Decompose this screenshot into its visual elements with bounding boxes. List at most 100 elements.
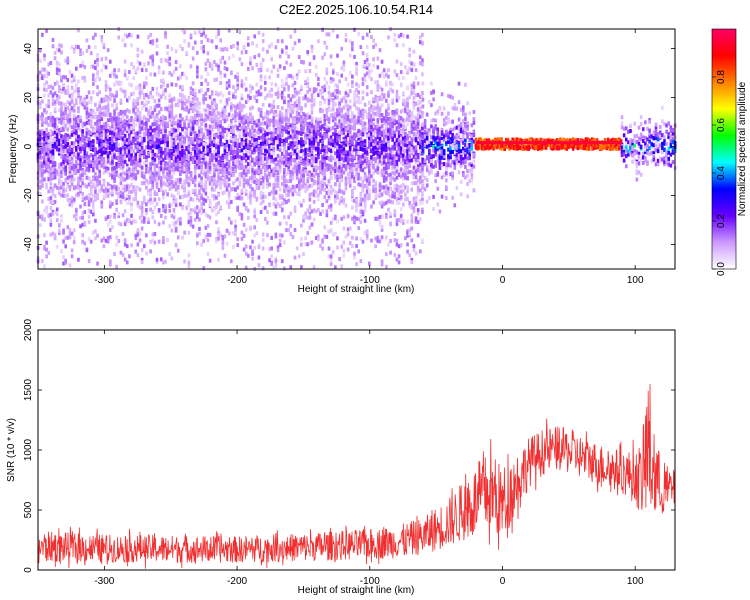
spectrogram-cell bbox=[232, 94, 235, 99]
spectrogram-cell bbox=[130, 157, 133, 162]
spectrogram-cell bbox=[115, 242, 118, 247]
spectrogram-cell bbox=[204, 168, 208, 173]
spectrogram-cell bbox=[300, 117, 303, 122]
spectrogram-cell bbox=[68, 173, 72, 178]
spectrogram-cell bbox=[244, 126, 248, 131]
spectrogram-cell bbox=[242, 153, 246, 158]
spectrogram-cell bbox=[208, 154, 212, 159]
spectrogram-cell bbox=[113, 170, 116, 175]
spectrogram-cell bbox=[249, 84, 252, 89]
spectrogram-cell bbox=[70, 45, 74, 50]
spectrogram-cell bbox=[162, 89, 165, 94]
spectrogram-cell bbox=[187, 230, 191, 235]
spectrogram-cell bbox=[193, 91, 197, 96]
spectrogram-cell bbox=[295, 184, 299, 189]
spectrogram-cell bbox=[121, 164, 125, 169]
spectrogram-cell bbox=[179, 154, 182, 159]
spectrogram-cell bbox=[274, 119, 278, 124]
spectrogram-cell bbox=[289, 127, 293, 132]
spectrogram-cell bbox=[142, 96, 146, 101]
spectrogram-cell bbox=[249, 146, 252, 151]
spectrogram-cell bbox=[293, 255, 297, 260]
spectrogram-cell bbox=[121, 141, 125, 146]
spectrogram-cell bbox=[81, 133, 84, 138]
spectrogram-cell bbox=[58, 43, 61, 48]
spectrogram-cell bbox=[51, 97, 55, 102]
spectrogram-cell bbox=[113, 186, 116, 191]
spectrogram-cell bbox=[255, 160, 259, 165]
spectrogram-cell bbox=[115, 165, 118, 170]
spectrogram-cell bbox=[55, 67, 59, 72]
spectrogram-cell bbox=[251, 86, 254, 91]
spectrogram-cell bbox=[123, 89, 127, 94]
spectrogram-cell bbox=[94, 152, 97, 157]
spectrogram-cell bbox=[81, 173, 84, 178]
spectrogram-cell bbox=[230, 114, 233, 119]
spectrogram-cell bbox=[274, 166, 278, 171]
spectrogram-cell bbox=[287, 170, 290, 175]
spectrogram-cell bbox=[276, 165, 280, 170]
spectrogram-cell bbox=[70, 97, 74, 102]
spectrogram-cell bbox=[285, 161, 288, 166]
spectrogram-cell bbox=[92, 126, 95, 131]
spectrogram-cell bbox=[153, 127, 157, 132]
spectrogram-cell bbox=[185, 107, 189, 112]
spectrogram-cell bbox=[219, 155, 223, 160]
spectrogram-cell bbox=[45, 144, 48, 149]
spectrogram-cell bbox=[106, 222, 110, 227]
spectrogram-cell bbox=[96, 156, 99, 161]
spectrogram-cell bbox=[66, 154, 70, 159]
spectrogram-cell bbox=[68, 147, 72, 152]
spectrogram-cell bbox=[183, 157, 186, 162]
spectrogram-cell bbox=[232, 231, 235, 236]
spectrogram-cell bbox=[142, 133, 146, 138]
spectrogram-cell bbox=[255, 134, 259, 139]
spectrogram-cell bbox=[51, 101, 55, 106]
spectrogram-cell bbox=[119, 165, 123, 170]
spectrogram-cell bbox=[219, 127, 223, 132]
spectrogram-cell bbox=[302, 96, 305, 101]
spectrogram-cell bbox=[58, 101, 61, 106]
spectrogram-cell bbox=[104, 87, 108, 92]
spectrogram-cell bbox=[94, 62, 97, 67]
spectrogram-cell bbox=[51, 123, 55, 128]
spectrogram-cell bbox=[285, 153, 288, 158]
spectrogram-cell bbox=[300, 128, 303, 133]
spectrogram-cell bbox=[221, 156, 225, 161]
spectrogram-cell bbox=[293, 80, 297, 85]
spectrogram-cell bbox=[106, 166, 110, 171]
spectrogram-cell bbox=[276, 140, 280, 145]
spectrogram-cell bbox=[149, 172, 152, 177]
spectrogram-cell bbox=[43, 145, 46, 150]
spectrogram-cell bbox=[106, 145, 110, 150]
spectrogram-cell bbox=[289, 110, 293, 115]
spectrogram-cell bbox=[198, 159, 201, 164]
spectrogram-cell bbox=[198, 126, 201, 131]
spectrogram-cell bbox=[302, 111, 305, 116]
spectrogram-cell bbox=[72, 167, 76, 172]
spectrogram-cell bbox=[272, 195, 276, 200]
spectrogram-cell bbox=[255, 179, 259, 184]
spectrogram-cell bbox=[289, 161, 293, 166]
spectrogram-cell bbox=[208, 95, 212, 100]
spectrogram-cell bbox=[261, 182, 265, 187]
spectrogram-cell bbox=[113, 135, 116, 140]
spectrogram-cell bbox=[123, 188, 127, 193]
spectrogram-cell bbox=[111, 133, 114, 138]
spectrogram-cell bbox=[121, 127, 125, 132]
spectrogram-cell bbox=[293, 103, 297, 108]
spectrogram-cell bbox=[83, 220, 87, 225]
spectrogram-cell bbox=[60, 182, 63, 187]
spectrogram-cell bbox=[94, 115, 97, 120]
spectrogram-cell bbox=[72, 228, 76, 233]
spectrogram-cell bbox=[142, 103, 146, 108]
spectrogram-cell bbox=[278, 54, 282, 59]
spectrogram-cell bbox=[60, 113, 63, 118]
spectrogram-cell bbox=[176, 122, 180, 127]
spectrogram-cell bbox=[300, 203, 303, 208]
spectrogram-cell bbox=[219, 131, 223, 136]
spectrogram-cell bbox=[140, 257, 144, 262]
spectrogram-cell bbox=[219, 113, 223, 118]
spectrogram-cell bbox=[204, 162, 208, 167]
spectrogram-cell bbox=[79, 100, 82, 105]
